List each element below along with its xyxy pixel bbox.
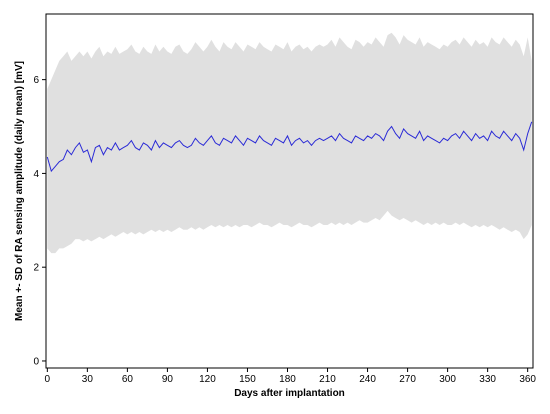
y-axis-title: Mean +- SD of RA sensing amplitude (dail…	[14, 61, 25, 321]
x-tick-label: 90	[162, 374, 174, 385]
x-tick-label: 210	[319, 374, 336, 385]
x-axis: 0 30 60 90 120 150 180 210 240 270 300 330 360	[45, 368, 536, 385]
y-tick-label: 2	[33, 263, 39, 274]
x-tick-label: 300	[439, 374, 456, 385]
y-tick-label: 0	[33, 356, 39, 367]
plot-frame	[45, 13, 534, 369]
y-tick-label: 6	[33, 75, 39, 86]
mean-line	[46, 121, 533, 173]
x-tick-label: 120	[199, 374, 216, 385]
y-axis: 0 2 4 6	[33, 75, 46, 367]
sd-band	[47, 32, 532, 254]
x-tick-label: 0	[45, 374, 51, 385]
x-tick-label: 240	[359, 374, 376, 385]
x-tick-label: 360	[519, 374, 536, 385]
x-tick-label: 150	[239, 374, 256, 385]
x-tick-label: 330	[479, 374, 496, 385]
x-tick-label: 30	[82, 374, 94, 385]
plot-area	[45, 13, 534, 369]
x-tick-label: 60	[122, 374, 134, 385]
x-tick-label: 270	[399, 374, 416, 385]
y-tick-label: 4	[33, 169, 39, 180]
x-axis-title: Days after implantation	[234, 388, 345, 399]
x-tick-label: 180	[279, 374, 296, 385]
